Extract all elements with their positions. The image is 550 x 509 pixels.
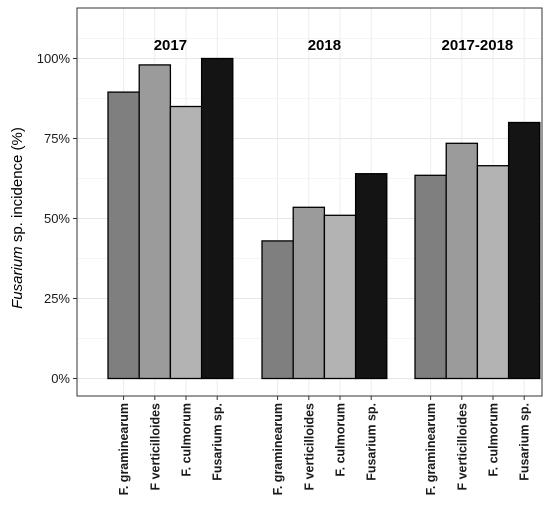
x-tick-label: F. culmorum <box>334 403 348 477</box>
y-tick-label: 100% <box>37 51 71 66</box>
y-axis-label-italic: Fusarium <box>9 246 26 309</box>
x-tick-label: F. culmorum <box>487 403 501 477</box>
x-tick-label: F. graminearum <box>424 403 438 495</box>
x-tick-label: F. graminearum <box>117 403 131 495</box>
x-tick-label: F. culmorum <box>180 403 194 477</box>
bar <box>507 121 541 380</box>
y-tick-label: 75% <box>44 131 70 146</box>
x-tick-label: F. graminearum <box>271 403 285 495</box>
bar <box>138 64 172 380</box>
bar <box>169 105 203 380</box>
bar <box>200 57 234 380</box>
plot-panel-border <box>76 7 543 397</box>
panel-title: 2018 <box>308 37 341 54</box>
y-axis-label-rest: sp. incidence (%) <box>9 127 26 246</box>
panel-title: 2017-2018 <box>442 37 514 54</box>
bar <box>414 174 447 380</box>
y-tick-label: 0% <box>51 371 70 386</box>
x-tick-label: Fusarium sp. <box>518 403 532 481</box>
bar <box>292 206 326 380</box>
bar <box>107 91 140 380</box>
x-tick-label: Fusarium sp. <box>365 403 379 481</box>
axis-ticks-layer: 0% 25% 50% 75% 100% <box>37 51 525 400</box>
bar <box>445 142 479 380</box>
y-tick-label: 25% <box>44 291 70 306</box>
bar <box>354 173 388 380</box>
x-tick-label: F verticilloides <box>302 403 316 491</box>
bar <box>323 214 357 380</box>
x-tick-label: F verticilloides <box>455 403 469 491</box>
x-tick-labels-layer: F. graminearum F verticilloides F. culmoru… <box>117 403 532 495</box>
x-tick-label: F verticilloides <box>148 403 162 491</box>
bar <box>476 165 510 380</box>
y-axis-label: Fusarium sp. incidence (%) <box>9 127 26 309</box>
y-tick-label: 50% <box>44 211 70 226</box>
x-tick-label: Fusarium sp. <box>211 403 225 481</box>
bars-layer <box>107 57 541 380</box>
panel-title: 2017 <box>154 37 187 54</box>
panel-titles-layer: 2017 2018 2017-2018 <box>154 37 514 54</box>
bar <box>261 240 294 380</box>
